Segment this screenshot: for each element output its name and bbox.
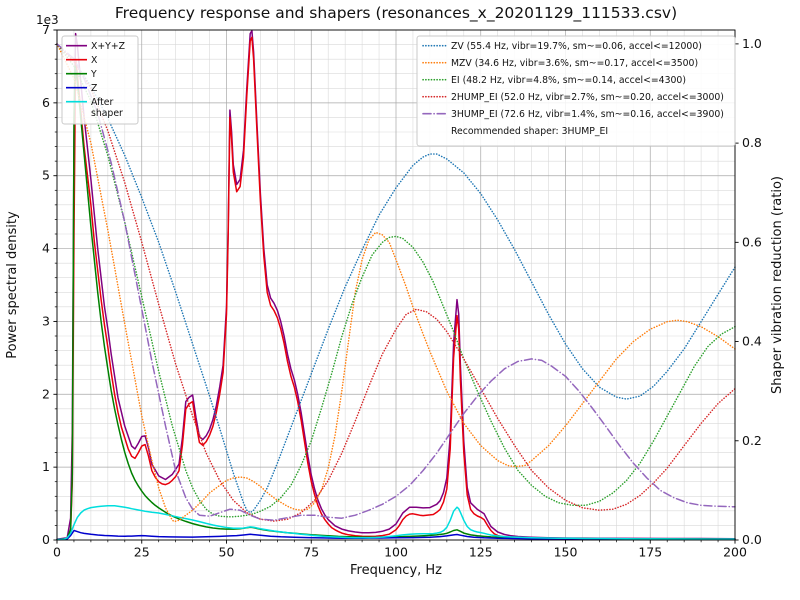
- svg-text:1.0: 1.0: [742, 36, 762, 51]
- legend-entry: Y: [66, 69, 97, 80]
- legend-entry: 2HUMP_EI (52.0 Hz, vibr=2.7%, sm~=0.20, …: [422, 92, 724, 103]
- series-shaper-mzv: [56, 43, 736, 523]
- axis-offset-label: 1e3: [36, 13, 59, 27]
- series-shaper-zv: [56, 43, 736, 514]
- svg-text:ZV (55.4 Hz, vibr=19.7%, sm~=0: ZV (55.4 Hz, vibr=19.7%, sm~=0.06, accel…: [451, 41, 702, 52]
- svg-text:Y: Y: [90, 69, 97, 80]
- svg-text:4: 4: [42, 241, 50, 256]
- series-shaper-ei: [56, 43, 736, 518]
- svg-text:7: 7: [42, 22, 50, 37]
- series-z: [56, 529, 736, 541]
- shaper-series: [56, 43, 736, 523]
- svg-text:150: 150: [554, 545, 578, 560]
- svg-text:25: 25: [134, 545, 150, 560]
- svg-text:0.6: 0.6: [742, 234, 762, 249]
- svg-text:1: 1: [42, 459, 50, 474]
- svg-text:Z: Z: [91, 83, 97, 94]
- series-shaper-3hump_ei: [56, 43, 736, 521]
- svg-text:0.0: 0.0: [742, 532, 762, 547]
- axis-ticks: [53, 29, 739, 544]
- legend-shapers-box: [416, 35, 736, 147]
- svg-text:X+Y+Z: X+Y+Z: [91, 41, 125, 52]
- legend-shapers: ZV (55.4 Hz, vibr=19.7%, sm~=0.06, accel…: [416, 35, 736, 147]
- legend-entry: EI (48.2 Hz, vibr=4.8%, sm~=0.14, accel<…: [422, 75, 686, 86]
- series-x: [56, 36, 736, 541]
- svg-text:X: X: [91, 55, 98, 66]
- axis-minor-ticks: [54, 44, 719, 543]
- chart-title: Frequency response and shapers (resonanc…: [115, 4, 677, 23]
- legend-entry: 3HUMP_EI (72.6 Hz, vibr=1.4%, sm~=0.16, …: [422, 109, 724, 120]
- x-axis-label: Frequency, Hz: [350, 563, 442, 578]
- svg-text:MZV (34.6 Hz, vibr=3.6%, sm~=0: MZV (34.6 Hz, vibr=3.6%, sm~=0.17, accel…: [451, 58, 698, 69]
- svg-text:0.8: 0.8: [742, 135, 762, 150]
- svg-text:3: 3: [42, 313, 50, 328]
- svg-text:3HUMP_EI (72.6 Hz, vibr=1.4%,: 3HUMP_EI (72.6 Hz, vibr=1.4%, sm~=0.16, …: [451, 109, 724, 120]
- svg-text:100: 100: [384, 545, 408, 560]
- svg-text:shaper: shaper: [91, 108, 123, 119]
- legend-entry: MZV (34.6 Hz, vibr=3.6%, sm~=0.17, accel…: [422, 58, 698, 69]
- svg-text:175: 175: [638, 545, 662, 560]
- svg-text:125: 125: [469, 545, 493, 560]
- legend-note: Recommended shaper: 3HUMP_EI: [451, 126, 608, 137]
- series-after-shaper: [56, 504, 736, 541]
- svg-text:50: 50: [219, 545, 235, 560]
- psd-series: [56, 29, 736, 541]
- y-right-tick-labels: 0.0 0.2 0.4 0.6 0.8 1.0: [742, 36, 762, 547]
- svg-text:200: 200: [723, 545, 747, 560]
- svg-text:5: 5: [42, 168, 50, 183]
- y-left-tick-labels: 0 1 2 3 4 5 6 7: [42, 22, 50, 547]
- svg-text:2HUMP_EI (52.0 Hz, vibr=2.7%,: 2HUMP_EI (52.0 Hz, vibr=2.7%, sm~=0.20, …: [451, 92, 724, 103]
- svg-text:75: 75: [303, 545, 319, 560]
- legend-entry: X+Y+Z: [66, 41, 125, 52]
- svg-text:0: 0: [42, 532, 50, 547]
- legend-entry: X: [66, 55, 98, 66]
- svg-text:6: 6: [42, 95, 50, 110]
- svg-text:0: 0: [53, 545, 61, 560]
- legend-entry: ZV (55.4 Hz, vibr=19.7%, sm~=0.06, accel…: [422, 41, 702, 52]
- svg-text:0.2: 0.2: [742, 433, 762, 448]
- series-shaper-2hump_ei: [56, 43, 736, 522]
- x-tick-labels: 0 25 50 75 100 125 150 175 200: [53, 545, 747, 560]
- svg-text:2: 2: [42, 386, 50, 401]
- svg-text:EI (48.2 Hz, vibr=4.8%, sm~=0.: EI (48.2 Hz, vibr=4.8%, sm~=0.14, accel<…: [451, 75, 686, 86]
- svg-text:0.4: 0.4: [742, 334, 762, 349]
- y-left-axis-label: Power spectral density: [5, 211, 20, 359]
- svg-text:After: After: [91, 97, 114, 108]
- legend-entry: Z: [66, 83, 97, 94]
- y-right-axis-label: Shaper vibration reduction (ratio): [770, 176, 785, 394]
